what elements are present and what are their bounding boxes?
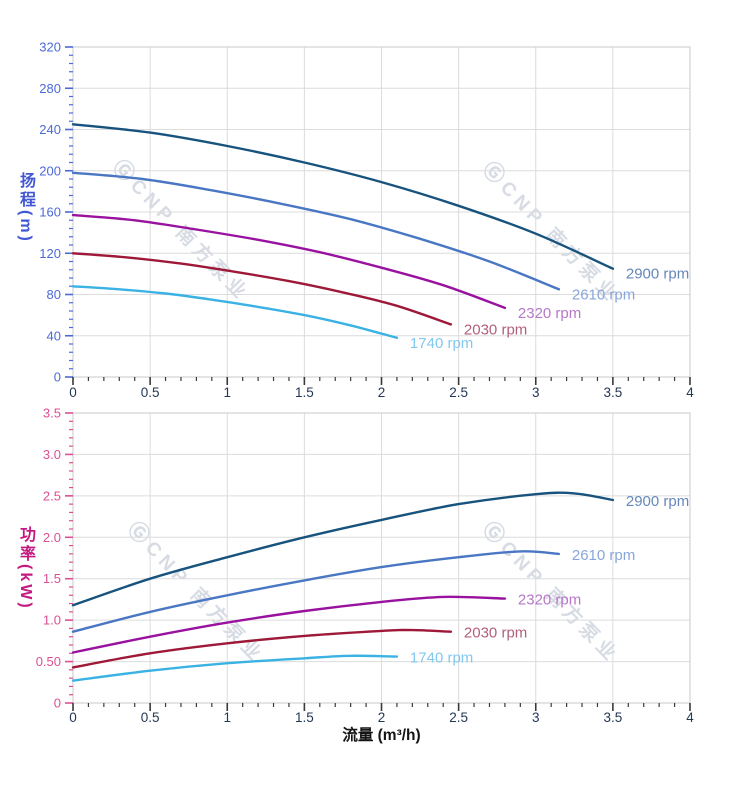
- power-x-tick-label: 3: [532, 710, 540, 725]
- head-x-tick-label: 2.5: [449, 385, 468, 400]
- power-x-tick-label: 2: [378, 710, 386, 725]
- curve-label-head-2030-rpm: 2030 rpm: [464, 321, 527, 338]
- curve-label-power-2320-rpm: 2320 rpm: [518, 592, 581, 609]
- head-x-tick-label: 2: [378, 385, 386, 400]
- curve-head-2610-rpm: [71, 171, 561, 291]
- power-x-tick-label: 4: [686, 710, 694, 725]
- curve-head-2030-rpm: [71, 252, 453, 326]
- head-y-tick-label: 200: [39, 163, 61, 178]
- curve-label-power-2610-rpm: 2610 rpm: [572, 547, 635, 564]
- curve-head-1740-rpm: [71, 285, 399, 339]
- x-axis-title: 流量 (m³/h): [342, 725, 420, 744]
- curve-power-2610-rpm: [71, 550, 561, 633]
- head-axis-title: 扬程(m): [17, 172, 34, 244]
- head-y-tick-label: 160: [39, 205, 61, 220]
- curve-power-2900-rpm: [71, 491, 615, 607]
- head-y-tick-label: 0: [54, 370, 61, 385]
- head-x-tick-label: 3: [532, 385, 540, 400]
- curve-label-head-2900-rpm: 2900 rpm: [626, 266, 689, 283]
- head-y-tick-label: 80: [47, 287, 61, 302]
- head-x-tick-label: 1.5: [295, 385, 314, 400]
- curve-head-2320-rpm: [71, 213, 507, 310]
- power-y-tick-label: 2.5: [43, 488, 61, 503]
- head-y-tick-label: 280: [39, 81, 61, 96]
- power-y-tick-label: 0: [54, 696, 61, 711]
- head-y-tick-label: 320: [39, 40, 61, 55]
- head-y-tick-label: 240: [39, 122, 61, 137]
- power-x-tick-label: 1: [223, 710, 231, 725]
- power-y-tick-label: 2.0: [43, 530, 61, 545]
- head-y-tick-label: 40: [47, 328, 61, 343]
- curve-label-power-2030-rpm: 2030 rpm: [464, 625, 527, 642]
- power-y-tick-label: 3.5: [43, 406, 61, 421]
- power-x-tick-label: 3.5: [603, 710, 622, 725]
- curve-power-2030-rpm: [71, 628, 453, 669]
- head-x-tick-label: 3.5: [603, 385, 622, 400]
- power-y-tick-label: 3.0: [43, 447, 61, 462]
- head-x-tick-label: 0.5: [141, 385, 160, 400]
- curve-power-1740-rpm: [71, 654, 399, 682]
- curve-label-power-1740-rpm: 1740 rpm: [410, 650, 473, 667]
- power-y-tick-label: 1.0: [43, 613, 61, 628]
- curve-head-2900-rpm: [71, 123, 615, 270]
- power-x-tick-label: 0.5: [141, 710, 160, 725]
- power-x-tick-label: 1.5: [295, 710, 314, 725]
- power-y-tick-label: 0.50: [36, 654, 61, 669]
- power-y-tick-label: 1.5: [43, 571, 61, 586]
- head-x-tick-label: 4: [686, 385, 694, 400]
- head-x-tick-label: 1: [223, 385, 231, 400]
- curve-label-head-1740-rpm: 1740 rpm: [410, 335, 473, 352]
- curve-power-2320-rpm: [71, 595, 507, 654]
- curve-label-head-2320-rpm: 2320 rpm: [518, 305, 581, 322]
- head-x-tick-label: 0: [69, 385, 77, 400]
- power-x-tick-label: 2.5: [449, 710, 468, 725]
- power-x-tick-label: 0: [69, 710, 77, 725]
- curve-label-head-2610-rpm: 2610 rpm: [572, 286, 635, 303]
- head-y-tick-label: 120: [39, 246, 61, 261]
- power-axis-title: 功率(kW): [17, 526, 34, 611]
- curve-label-power-2900-rpm: 2900 rpm: [626, 493, 689, 510]
